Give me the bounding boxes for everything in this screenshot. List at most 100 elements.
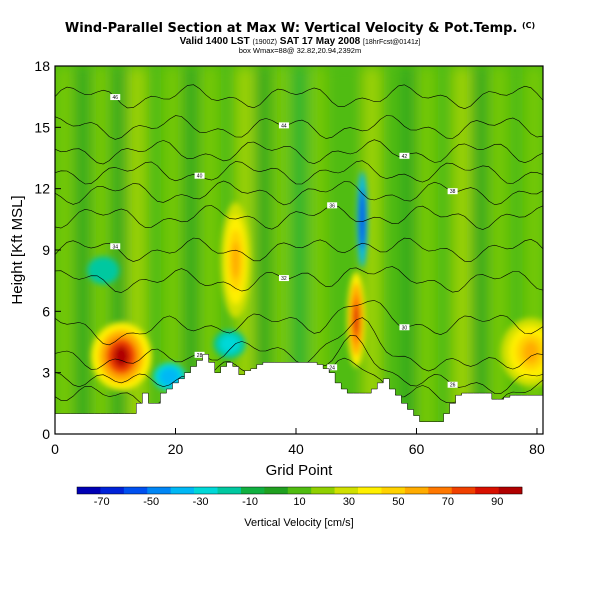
isentrope-line	[55, 115, 543, 140]
isentrope-label-bg	[278, 275, 289, 282]
isentrope-line	[55, 204, 543, 230]
isentrope-label: 44	[281, 123, 287, 129]
y-tick-label: 9	[42, 242, 50, 258]
isentrope-line	[55, 266, 543, 293]
colorbar-frame	[76, 486, 523, 495]
colorbar-swatch	[475, 487, 499, 494]
y-tick-label: 15	[34, 119, 50, 135]
field-streak	[437, 66, 451, 434]
isentrope-line	[55, 84, 543, 110]
y-tick-label: 3	[42, 365, 50, 381]
updraft-cores	[91, 202, 543, 391]
y-tick-label: 0	[42, 426, 50, 442]
x-tick-label: 60	[409, 441, 425, 457]
subtitle-utc: (1900Z)	[252, 39, 278, 46]
field-streak	[491, 66, 506, 434]
colorbar-swatch	[428, 487, 453, 494]
colorbar-swatch	[100, 487, 125, 494]
field-streak	[311, 66, 325, 434]
isentrope-label-bg	[278, 122, 289, 129]
colorbar-swatch	[240, 487, 265, 494]
isentrope-line	[55, 139, 543, 165]
colorbar-tick-label: 70	[442, 496, 454, 508]
chart-title-text: Wind-Parallel Section at Max W: Vertical…	[64, 21, 518, 36]
field-streak	[383, 66, 397, 434]
colorbar-swatch	[334, 487, 359, 494]
colorbar-swatch	[77, 487, 101, 494]
isentrope-line	[55, 180, 543, 206]
isentrope-line	[55, 300, 543, 346]
colorbar-tick-label: 30	[343, 496, 355, 508]
isentrope-label-bg	[327, 364, 338, 371]
downdraft-core	[359, 189, 366, 250]
colorbar-tick-label: -30	[193, 496, 209, 508]
chart-subtitle-2: box Wmax=88@ 32.82,20.94,2392m	[238, 46, 362, 55]
isentrope-label: 26	[450, 383, 456, 389]
field-streak	[58, 66, 72, 434]
chart-title: Wind-Parallel Section at Max W: Vertical…	[0, 21, 600, 36]
updraft-level	[522, 341, 539, 364]
downdraft-cores	[87, 171, 368, 391]
field-streak	[76, 66, 90, 434]
colorbar-swatch	[194, 487, 218, 494]
field-streak	[148, 66, 162, 434]
subtitle-date: SAT 17 May 2008	[279, 36, 361, 47]
downdraft-core	[93, 261, 114, 280]
isentrope-label: 32	[281, 276, 287, 282]
isentrope-label-bg	[399, 324, 410, 331]
field-streak	[455, 66, 469, 434]
colorbar-tick-label: 50	[392, 496, 404, 508]
colorbar-swatch	[311, 487, 335, 494]
colorbar-tick-label: 90	[491, 496, 503, 508]
colorbar-swatch	[264, 487, 289, 494]
downdraft-core	[219, 335, 240, 354]
updraft-level	[113, 345, 130, 368]
x-axis-label: Grid Point	[266, 462, 334, 479]
terrain	[55, 354, 543, 434]
x-tick-label: 80	[529, 441, 545, 457]
plot-area: 46 44 42 40 38 36 34 32 30 28 26 24	[55, 66, 543, 434]
y-tick-label: 12	[34, 181, 50, 197]
isentrope-label-bg	[194, 351, 205, 358]
field-streak	[166, 66, 180, 434]
isentrope-label-bg	[447, 381, 458, 388]
isentrope-label: 34	[112, 244, 118, 250]
isentrope-label-bg	[399, 152, 410, 159]
colorbar-swatch	[147, 487, 171, 494]
colorbar-swatch	[381, 487, 406, 494]
title-mark: (C)	[521, 21, 536, 30]
colorbar-tick-label: 10	[293, 496, 305, 508]
field-streak	[274, 66, 289, 434]
isentrope-label: 36	[329, 203, 335, 209]
isentrope-label: 28	[197, 353, 203, 359]
isentrope-label: 46	[112, 95, 118, 101]
isentrope-label-bg	[110, 94, 121, 101]
isentrope-label: 30	[402, 325, 408, 331]
isentrope-label: 40	[197, 174, 203, 180]
colorbar-swatch	[217, 487, 242, 494]
subtitle-fcst: [18hrFcst@0141z]	[363, 39, 421, 46]
colorbar-swatch	[170, 487, 195, 494]
colorbar: -70 -50 -30 -10 10 30 50 70 90	[76, 486, 523, 508]
colorbar-label: Vertical Velocity [cm/s]	[244, 517, 353, 529]
field-streak	[292, 66, 307, 434]
colorbar-swatch	[498, 487, 523, 494]
x-tick-label: 40	[288, 441, 304, 457]
colorbar-tick-label: -10	[242, 496, 258, 508]
isentrope-label-bg	[110, 243, 121, 250]
colorbar-tick-label: -70	[94, 496, 110, 508]
x-tick-label: 0	[51, 441, 59, 457]
y-tick-label: 18	[34, 58, 50, 74]
y-tick-label: 6	[42, 303, 50, 319]
isentrope-label: 38	[450, 189, 456, 195]
colorbar-swatch	[404, 487, 429, 494]
isentrope-label-bg	[447, 188, 458, 195]
colorbar-tick-label: -50	[143, 496, 159, 508]
field-streak	[365, 66, 379, 434]
isentrope-label: 24	[329, 365, 335, 371]
colorbar-swatch	[123, 487, 148, 494]
isentrope-label: 42	[402, 154, 408, 160]
y-axis-label: Height [Kft MSL]	[9, 195, 26, 304]
